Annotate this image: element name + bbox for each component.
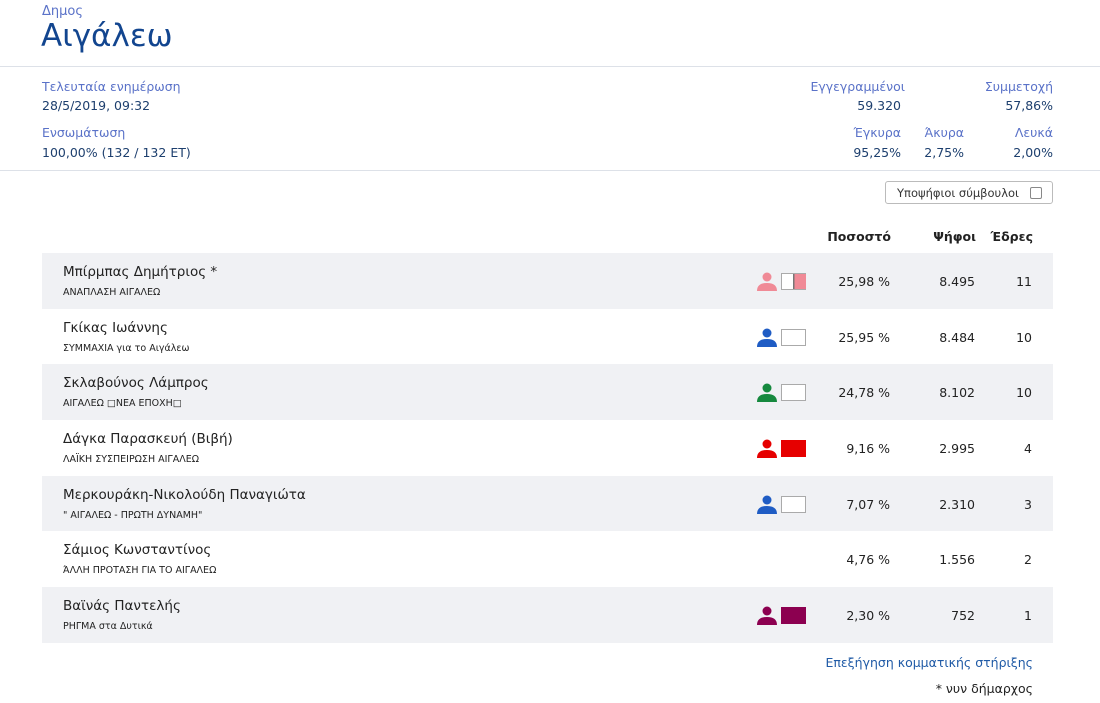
invalid-label: Άκυρα <box>924 125 964 140</box>
person-icon <box>757 439 777 459</box>
checkbox[interactable] <box>1030 186 1042 199</box>
person-icon <box>757 495 777 514</box>
party-name: ΛΑΪΚΗ ΣΥΣΠΕΙΡΩΣΗ ΑΙΓΑΛΕΩ <box>63 454 199 466</box>
header-seats: Έδρες <box>990 229 1033 244</box>
seat-box-icon <box>781 384 806 402</box>
percent: 2,30 % <box>846 608 890 624</box>
candidates-toggle-label: Υποψήφιοι σύμβουλοι <box>897 185 1019 200</box>
percent: 25,95 % <box>838 329 890 345</box>
party-support-link[interactable]: Επεξήγηση κομματικής στήριξης <box>825 655 1034 670</box>
seat-box-icon <box>781 607 806 625</box>
seats: 3 <box>1024 496 1032 512</box>
percent: 9,16 % <box>846 441 890 457</box>
seat-box-icon <box>781 328 806 346</box>
registered-label: Εγγεγραμμένοι <box>810 79 905 94</box>
results-table: Μπίρμπας Δημήτριος * ΑΝΑΠΛΑΣΗ ΑΙΓΑΛΕΩ 25… <box>42 253 1053 643</box>
turnout-label: Συμμετοχή <box>984 79 1053 94</box>
seats: 10 <box>1016 329 1032 345</box>
candidate-name: Μερκουράκη-Νικολούδη Παναγιώτα <box>63 486 306 503</box>
person-icon <box>757 606 777 626</box>
candidates-toggle[interactable]: Υποψήφιοι σύμβουλοι <box>885 181 1053 204</box>
percent: 24,78 % <box>838 385 890 401</box>
seat-box-icon <box>781 273 806 290</box>
party-name: ΆΛΛΗ ΠΡΟΤΑΣΗ ΓΙΑ ΤΟ ΑΙΓΑΛΕΩ <box>63 565 217 577</box>
valid-label: Έγκυρα <box>853 125 902 140</box>
seats: 4 <box>1024 441 1032 457</box>
integration-label: Ενσωμάτωση <box>42 125 126 140</box>
votes: 2.310 <box>939 496 975 512</box>
votes: 2.995 <box>939 441 975 457</box>
candidate-name: Σκλαβούνος Λάμπρος <box>63 375 209 392</box>
seats: 10 <box>1016 385 1032 401</box>
person-icon <box>757 383 777 403</box>
table-row: Σκλαβούνος Λάμπρος ΑΙΓΑΛΕΩ □ΝΕΑ ΕΠΟΧΗ□ 2… <box>42 364 1053 421</box>
votes: 8.484 <box>939 329 975 345</box>
blank-label: Λευκά <box>1014 125 1053 140</box>
party-name: ΡΗΓΜΑ στα Δυτικά <box>63 621 153 633</box>
percent: 4,76 % <box>846 552 890 568</box>
kicker: Δημος <box>42 4 83 19</box>
party-name: " ΑΙΓΑΛΕΩ - ΠΡΩΤΗ ΔΥΝΑΜΗ" <box>63 509 203 521</box>
table-row: Γκίκας Ιωάννης ΣΥΜΜΑΧΙΑ για το Αιγάλεω 2… <box>42 309 1053 365</box>
person-icon <box>757 272 777 291</box>
candidate-name: Σάμιος Κωνσταντίνος <box>63 542 212 559</box>
invalid: 2,75% <box>924 145 964 160</box>
last-update: 28/5/2019, 09:32 <box>42 98 151 113</box>
table-row: Σάμιος Κωνσταντίνος ΆΛΛΗ ΠΡΟΤΑΣΗ ΓΙΑ ΤΟ … <box>42 531 1053 587</box>
candidate-name: Γκίκας Ιωάννης <box>63 319 168 336</box>
header-votes: Ψήφοι <box>933 229 976 244</box>
registered: 59.320 <box>857 98 901 113</box>
votes: 752 <box>951 608 975 624</box>
votes: 8.102 <box>939 385 975 401</box>
seat-box-icon <box>781 495 806 513</box>
percent: 7,07 % <box>846 496 890 512</box>
last-update-label: Τελευταία ενημέρωση <box>42 79 181 94</box>
party-name: ΑΝΑΠΛΑΣΗ ΑΙΓΑΛΕΩ <box>63 287 161 298</box>
seats: 1 <box>1024 608 1032 624</box>
percent: 25,98 % <box>838 274 890 289</box>
candidate-name: Βαϊνάς Παντελής <box>63 598 181 615</box>
table-row: Βαϊνάς Παντελής ΡΗΓΜΑ στα Δυτικά 2,30 % … <box>42 587 1053 643</box>
table-row: Δάγκα Παρασκευή (Βιβή) ΛΑΪΚΗ ΣΥΣΠΕΙΡΩΣΗ … <box>42 420 1053 476</box>
seat-box-icon <box>781 440 806 458</box>
table-row: Μερκουράκη-Νικολούδη Παναγιώτα " ΑΙΓΑΛΕΩ… <box>42 475 1053 532</box>
divider <box>0 66 1100 67</box>
person-icon <box>757 328 777 347</box>
candidate-name: Μπίρμπας Δημήτριος * <box>63 264 218 280</box>
page-title: Αιγάλεω <box>41 18 173 54</box>
seats: 11 <box>1016 274 1032 289</box>
divider <box>0 170 1100 171</box>
seats: 2 <box>1024 552 1032 568</box>
footnote: * νυν δήμαρχος <box>935 681 1033 696</box>
integration: 100,00% (132 / 132 ΕΤ) <box>42 145 191 160</box>
turnout: 57,86% <box>1005 98 1053 113</box>
blank: 2,00% <box>1013 145 1053 160</box>
header-percent: Ποσοστό <box>827 229 891 244</box>
votes: 1.556 <box>939 552 975 568</box>
party-name: ΑΙΓΑΛΕΩ □ΝΕΑ ΕΠΟΧΗ□ <box>63 398 182 410</box>
candidate-name: Δάγκα Παρασκευή (Βιβή) <box>63 431 233 448</box>
table-row: Μπίρμπας Δημήτριος * ΑΝΑΠΛΑΣΗ ΑΙΓΑΛΕΩ 25… <box>42 253 1053 309</box>
party-name: ΣΥΜΜΑΧΙΑ για το Αιγάλεω <box>63 342 190 354</box>
valid: 95,25% <box>853 145 901 160</box>
votes: 8.495 <box>939 274 975 289</box>
